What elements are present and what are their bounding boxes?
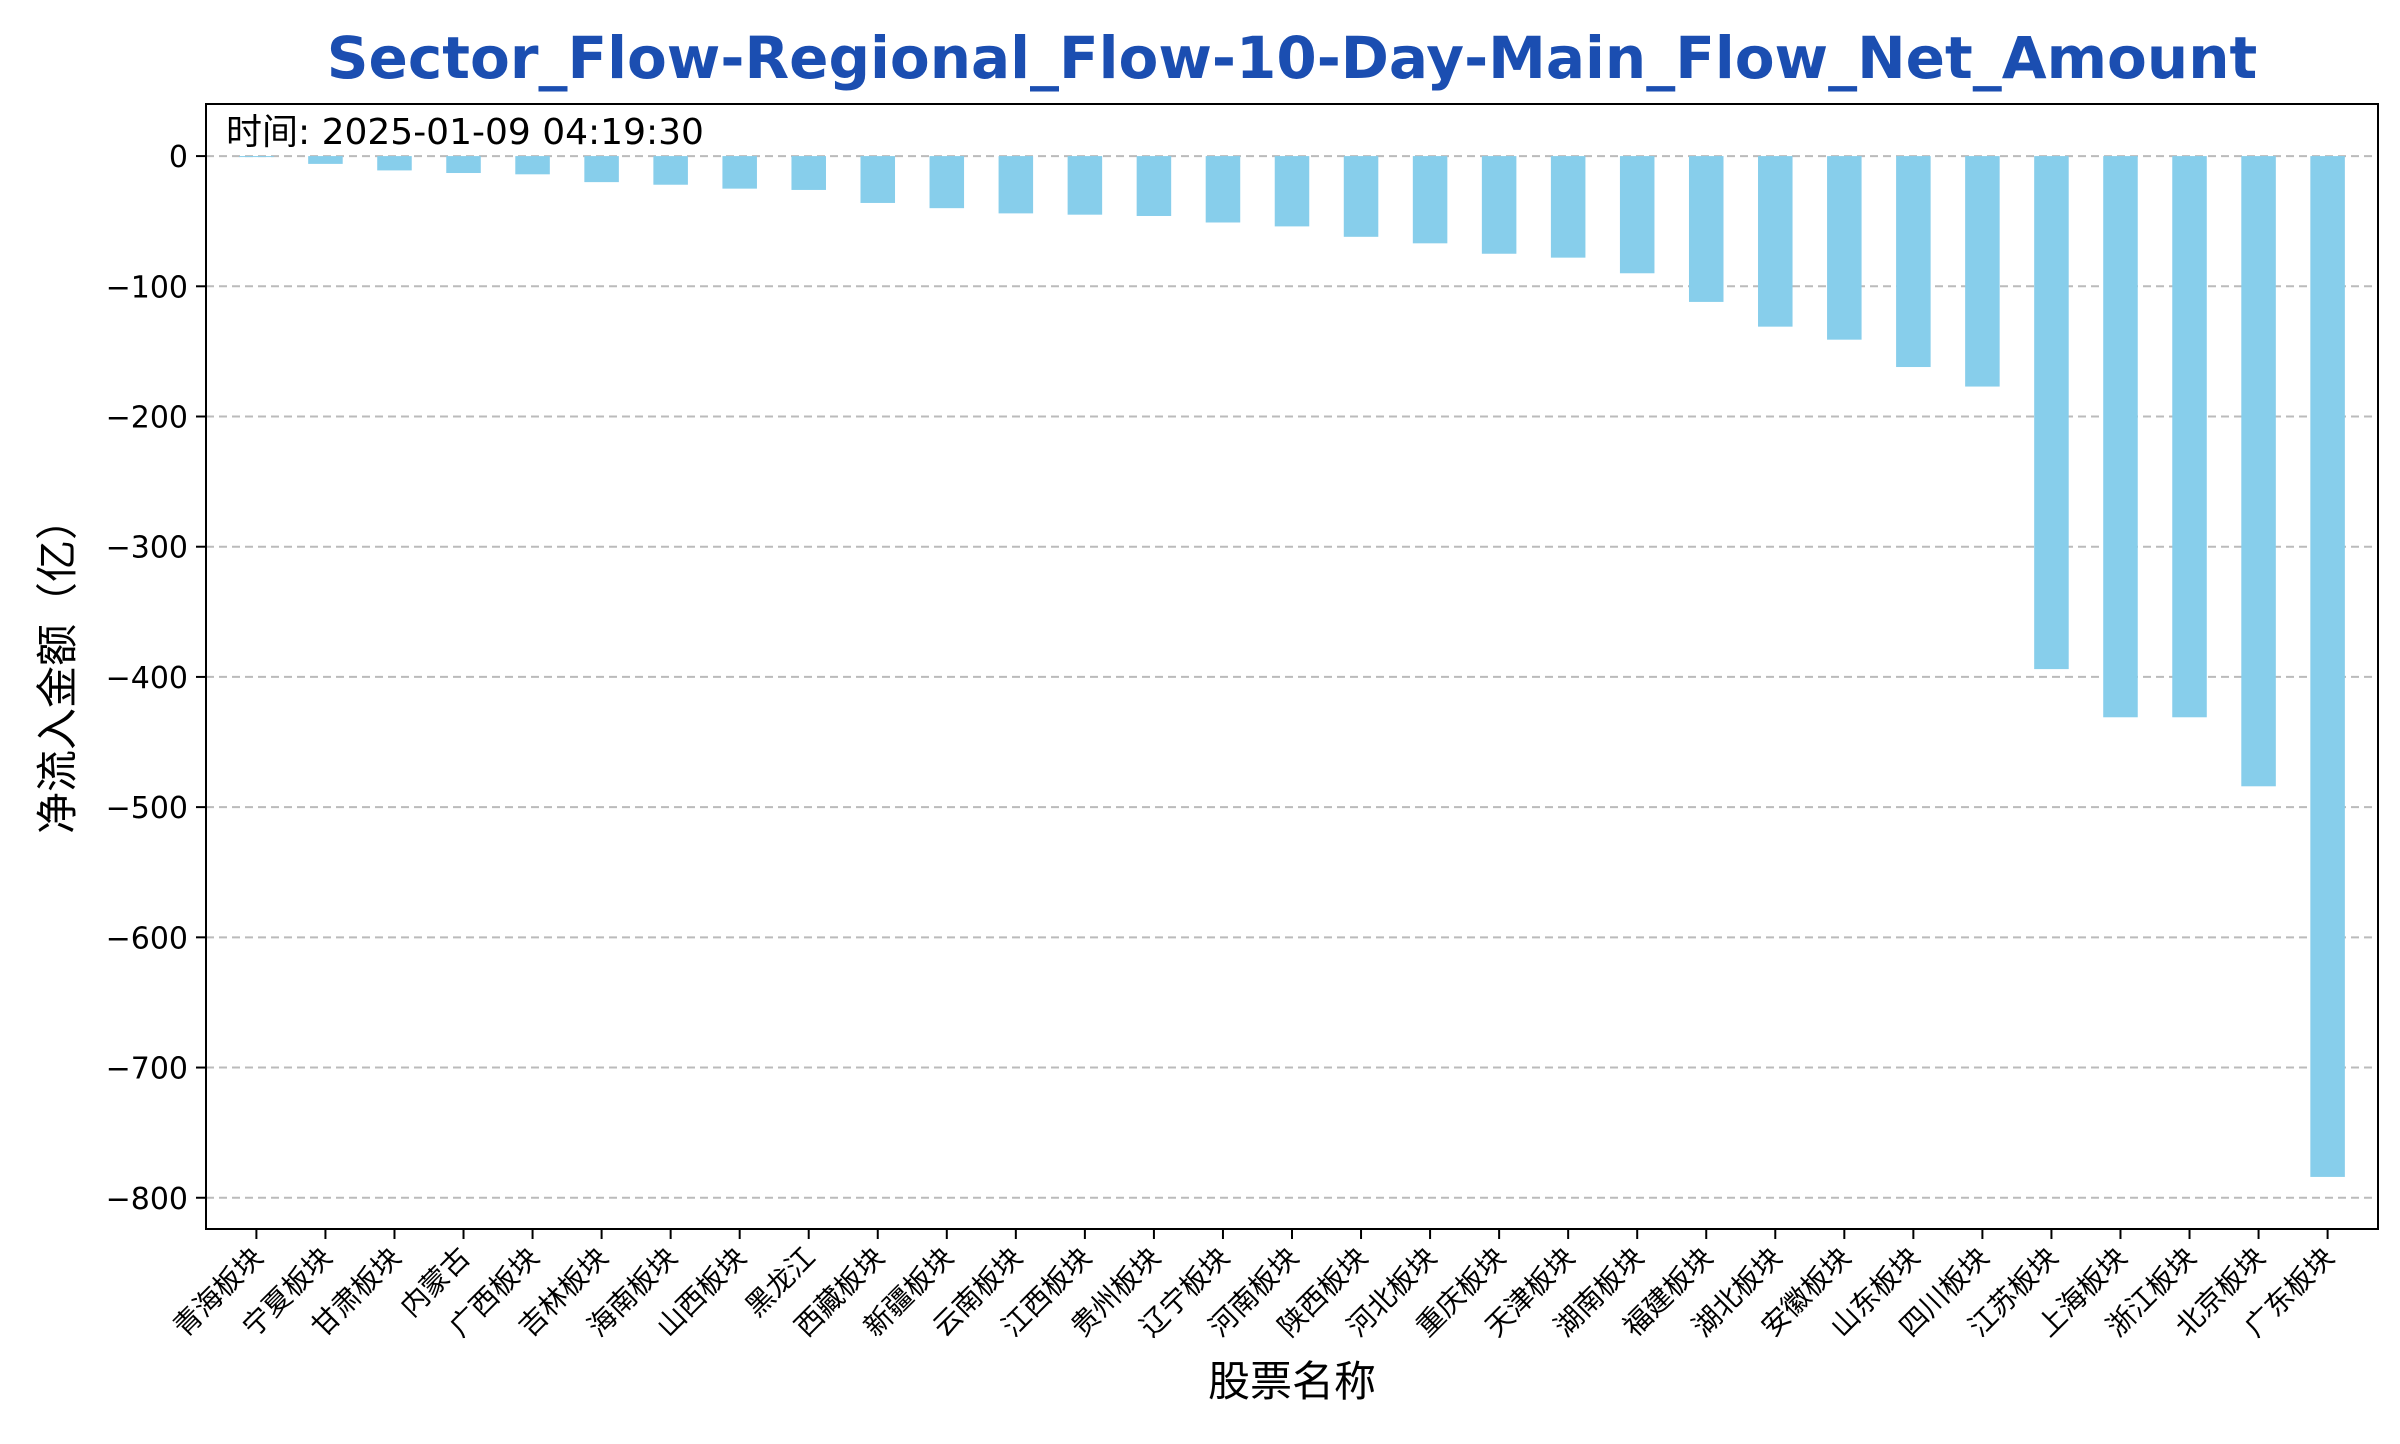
- bar-24: [1896, 156, 1931, 368]
- bar-18: [1481, 156, 1517, 254]
- bar-13: [1136, 156, 1172, 216]
- bar-11: [998, 156, 1034, 214]
- bar-2: [377, 156, 412, 171]
- bar-19: [1550, 156, 1586, 258]
- y-axis-label: 净流入金额（亿）: [33, 498, 82, 834]
- x-axis-label: 股票名称: [1208, 1357, 1376, 1406]
- bar-15: [1274, 156, 1310, 227]
- bar-3: [446, 156, 481, 174]
- bar-22: [1758, 156, 1793, 327]
- chart-title: Sector_Flow-Regional_Flow-10-Day-Main_Fl…: [327, 24, 2257, 92]
- bar-0: [239, 156, 274, 158]
- y-tick-label: 0: [169, 140, 188, 175]
- y-tick-label: −600: [106, 921, 188, 956]
- bar-16: [1343, 156, 1379, 237]
- bar-4: [515, 156, 550, 175]
- y-tick-label: −700: [106, 1052, 188, 1087]
- y-axis-ticks: 0 −100 −200 −300 −400 −500 −600 −700 −800: [106, 140, 206, 1217]
- bar-30: [2310, 156, 2345, 1177]
- bar-21: [1688, 156, 1724, 302]
- bar-8: [791, 156, 826, 190]
- y-tick-label: −400: [106, 661, 188, 696]
- bar-6: [653, 156, 688, 185]
- bar-28: [2172, 156, 2207, 718]
- bar-7: [722, 156, 757, 189]
- y-tick-label: −200: [106, 401, 188, 436]
- bar-12: [1067, 156, 1103, 215]
- y-tick-label: −300: [106, 531, 188, 566]
- bar-1: [308, 156, 343, 164]
- bar-9: [860, 156, 896, 203]
- bar-29: [2241, 156, 2276, 787]
- y-tick-label: −500: [106, 791, 188, 826]
- y-tick-label: −800: [106, 1182, 188, 1217]
- bar-25: [1965, 156, 2000, 387]
- timestamp-annotation: 时间: 2025-01-09 04:19:30: [226, 112, 704, 153]
- bar-17: [1412, 156, 1448, 244]
- bar-5: [584, 156, 619, 183]
- bar-14: [1205, 156, 1241, 223]
- bar-20: [1619, 156, 1655, 274]
- bar-26: [2034, 156, 2069, 670]
- bar-23: [1827, 156, 1862, 340]
- bar-10: [929, 156, 965, 209]
- bar-layer: [239, 156, 2345, 1177]
- bar-27: [2103, 156, 2138, 718]
- y-tick-label: −100: [106, 270, 188, 305]
